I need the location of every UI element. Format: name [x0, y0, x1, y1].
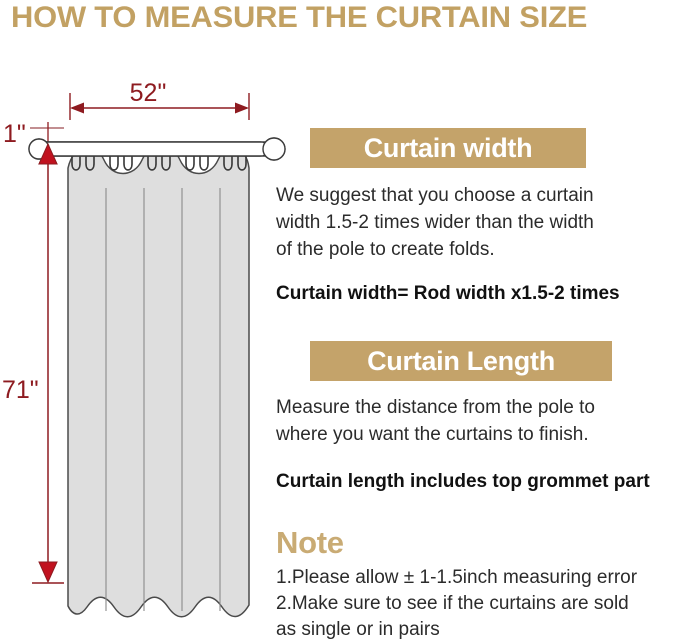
- curtain-length-formula: Curtain length includes top grommet part: [276, 471, 650, 492]
- length-dimension-group: [32, 142, 64, 584]
- page-title: HOW TO MEASURE THE CURTAIN SIZE: [11, 1, 588, 34]
- curtain-length-body: Measure the distance from the pole to wh…: [276, 394, 679, 448]
- note-title: Note: [276, 525, 344, 560]
- curtain-length-body-line: where you want the curtains to finish.: [276, 424, 589, 445]
- curtain-length-body-line: Measure the distance from the pole to: [276, 397, 595, 418]
- info-column: Curtain width We suggest that you choose…: [276, 128, 679, 643]
- width-dimension-group: [69, 93, 250, 120]
- length-dimension-label: 71": [2, 376, 39, 404]
- curtain-width-body-line: of the pole to create folds.: [276, 239, 495, 260]
- grommet-hooks: [71, 156, 247, 171]
- curtain-diagram: 52" 1" 71": [0, 60, 300, 628]
- note-item: as single or in pairs: [276, 619, 440, 640]
- section-note: Note 1.Please allow ± 1-1.5inch measurin…: [276, 525, 679, 643]
- note-item: 1.Please allow ± 1-1.5inch measuring err…: [276, 567, 638, 588]
- curtain-width-body: We suggest that you choose a curtain wid…: [276, 182, 679, 263]
- banner-curtain-width: Curtain width: [310, 128, 586, 168]
- curtain-panel: [67, 145, 250, 618]
- banner-curtain-length: Curtain Length: [310, 341, 612, 381]
- section-curtain-length: Curtain Length Measure the distance from…: [276, 341, 679, 495]
- curtain-width-formula: Curtain width= Rod width x1.5-2 times: [276, 283, 620, 304]
- curtain-width-body-line: We suggest that you choose a curtain: [276, 185, 594, 206]
- curtain-width-body-line: width 1.5-2 times wider than the width: [276, 212, 594, 233]
- section-curtain-width: Curtain width We suggest that you choose…: [276, 128, 679, 307]
- note-list: 1.Please allow ± 1-1.5inch measuring err…: [276, 565, 679, 643]
- width-dimension-label: 52": [130, 79, 167, 107]
- note-item: 2.Make sure to see if the curtains are s…: [276, 593, 629, 614]
- grommet-dimension-label: 1": [3, 120, 26, 148]
- grommet-arrow-icon: [38, 142, 58, 165]
